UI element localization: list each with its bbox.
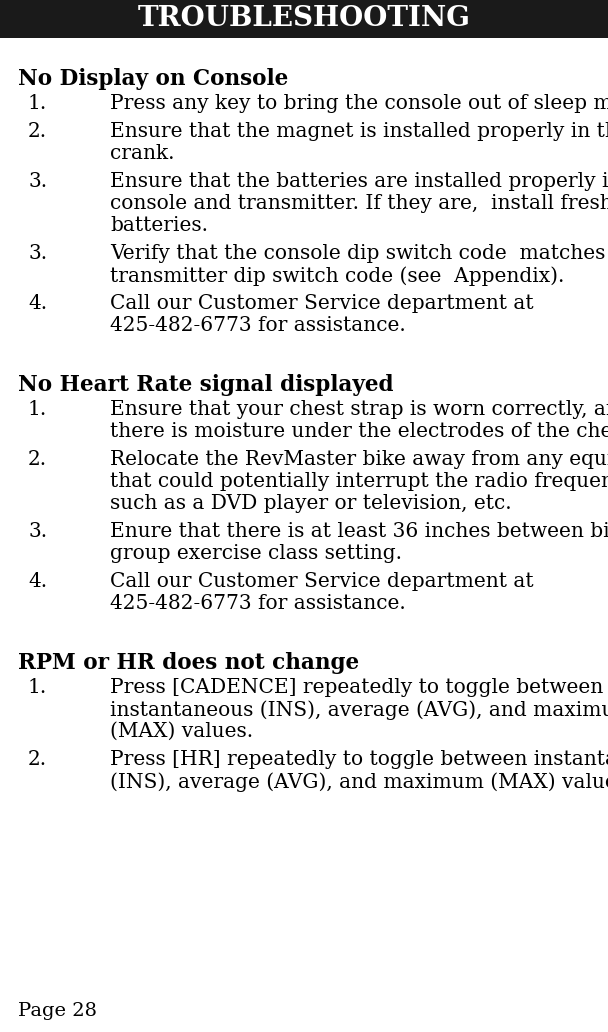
Text: TROUBLESHOOTING: TROUBLESHOOTING [137, 5, 471, 32]
Text: 3.: 3. [28, 522, 47, 541]
Text: Press [CADENCE] repeatedly to toggle between: Press [CADENCE] repeatedly to toggle bet… [110, 678, 603, 697]
Text: Call our Customer Service department at: Call our Customer Service department at [110, 572, 534, 591]
Text: 425-482-6773 for assistance.: 425-482-6773 for assistance. [110, 316, 406, 335]
Text: 1.: 1. [28, 94, 47, 112]
Text: No Heart Rate signal displayed: No Heart Rate signal displayed [18, 374, 393, 396]
Text: (MAX) values.: (MAX) values. [110, 722, 253, 741]
Text: RPM or HR does not change: RPM or HR does not change [18, 652, 359, 674]
Text: No Display on Console: No Display on Console [18, 68, 288, 90]
Text: such as a DVD player or television, etc.: such as a DVD player or television, etc. [110, 494, 511, 513]
Bar [0, 0, 608, 38]
Text: Ensure that the batteries are installed properly in the: Ensure that the batteries are installed … [110, 172, 608, 191]
Text: Ensure that your chest strap is worn correctly, and that: Ensure that your chest strap is worn cor… [110, 400, 608, 419]
Text: 425-482-6773 for assistance.: 425-482-6773 for assistance. [110, 594, 406, 613]
Text: there is moisture under the electrodes of the chest strap.: there is moisture under the electrodes o… [110, 422, 608, 441]
Text: 4.: 4. [28, 294, 47, 313]
Text: transmitter dip switch code (see  Appendix).: transmitter dip switch code (see Appendi… [110, 266, 564, 286]
Text: Press [HR] repeatedly to toggle between instantaneous: Press [HR] repeatedly to toggle between … [110, 750, 608, 769]
Text: Press any key to bring the console out of sleep mode.: Press any key to bring the console out o… [110, 94, 608, 112]
Text: 4.: 4. [28, 572, 47, 591]
Text: 2.: 2. [28, 450, 47, 469]
Text: Enure that there is at least 36 inches between bikes in a: Enure that there is at least 36 inches b… [110, 522, 608, 541]
Text: crank.: crank. [110, 144, 174, 163]
Text: 2.: 2. [28, 122, 47, 141]
Text: (INS), average (AVG), and maximum (MAX) values.: (INS), average (AVG), and maximum (MAX) … [110, 772, 608, 792]
Text: console and transmitter. If they are,  install fresh: console and transmitter. If they are, in… [110, 194, 608, 213]
Text: instantaneous (INS), average (AVG), and maximum: instantaneous (INS), average (AVG), and … [110, 700, 608, 719]
Text: group exercise class setting.: group exercise class setting. [110, 544, 402, 563]
Text: 1.: 1. [28, 678, 47, 697]
Text: Ensure that the magnet is installed properly in the: Ensure that the magnet is installed prop… [110, 122, 608, 141]
Text: Verify that the console dip switch code  matches the: Verify that the console dip switch code … [110, 244, 608, 263]
Text: that could potentially interrupt the radio frequency signal,: that could potentially interrupt the rad… [110, 472, 608, 491]
Text: Call our Customer Service department at: Call our Customer Service department at [110, 294, 534, 313]
Text: Page 28: Page 28 [18, 1002, 97, 1020]
Text: batteries.: batteries. [110, 216, 208, 235]
Text: 1.: 1. [28, 400, 47, 419]
Text: 2.: 2. [28, 750, 47, 769]
Text: 3.: 3. [28, 244, 47, 263]
Text: 3.: 3. [28, 172, 47, 191]
Text: Relocate the RevMaster bike away from any equipment: Relocate the RevMaster bike away from an… [110, 450, 608, 469]
